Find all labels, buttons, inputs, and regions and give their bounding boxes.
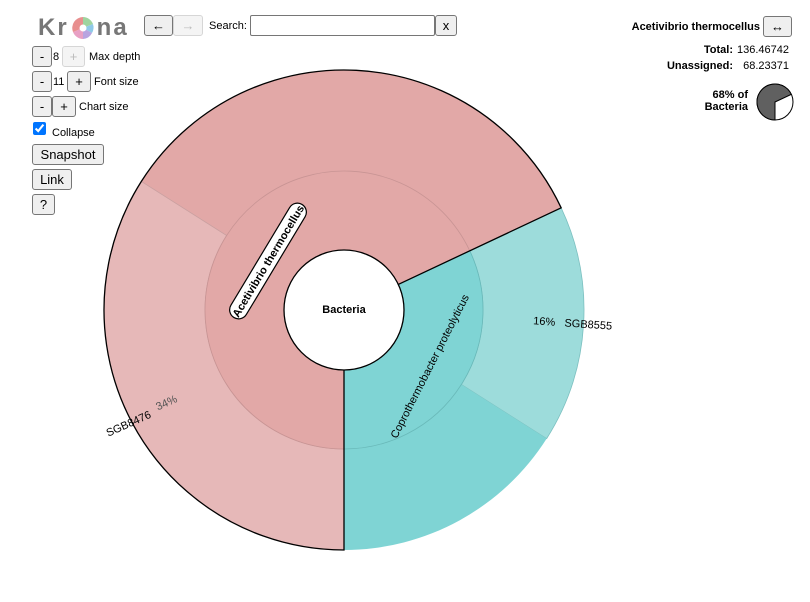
chart-size-label: Chart size bbox=[79, 101, 129, 113]
details-percent-line2: Bacteria bbox=[704, 101, 748, 113]
root-label: Bacteria bbox=[322, 304, 366, 316]
collapse-checkbox[interactable] bbox=[33, 122, 46, 135]
details-percent-pie bbox=[756, 83, 794, 121]
search-label: Search: bbox=[209, 20, 247, 32]
snapshot-button[interactable]: Snapshot bbox=[32, 144, 104, 165]
chart-size-increase-button[interactable]: + bbox=[52, 96, 76, 117]
search-clear-button[interactable]: x bbox=[435, 15, 457, 36]
chart-size-decrease-button[interactable]: - bbox=[32, 96, 52, 117]
max-depth-decrease-button[interactable]: - bbox=[32, 46, 52, 67]
details-unassigned-value: 68.23371 bbox=[743, 60, 789, 72]
max-depth-value: 8 bbox=[53, 51, 60, 63]
link-button[interactable]: Link bbox=[32, 169, 72, 190]
forward-button[interactable]: → bbox=[173, 15, 203, 36]
coprothermobacter-outer-segment[interactable] bbox=[344, 384, 547, 550]
root-center-circle[interactable] bbox=[283, 249, 405, 371]
max-depth-label: Max depth bbox=[89, 51, 141, 63]
sgb8555-percent: 16% bbox=[533, 315, 556, 329]
logo-text-right: na bbox=[96, 14, 129, 41]
acetivibrio-label-badge bbox=[229, 202, 307, 320]
details-name: Acetivibrio thermocellus bbox=[631, 21, 760, 33]
details-unassigned-label: Unassigned: bbox=[666, 60, 733, 72]
swap-button[interactable]: ↔ bbox=[763, 16, 792, 37]
details-total-label: Total: bbox=[703, 44, 733, 56]
max-depth-increase-button[interactable]: + bbox=[62, 46, 85, 67]
acetivibrio-outer-segment[interactable] bbox=[141, 69, 562, 251]
font-size-increase-button[interactable]: + bbox=[67, 71, 91, 92]
details-total-value: 136.46742 bbox=[737, 44, 789, 56]
sgb8555-label: SGB8555 bbox=[564, 317, 612, 332]
font-size-label: Font size bbox=[94, 76, 139, 88]
collapse-label: Collapse bbox=[52, 127, 95, 139]
krona-logo: Kr na bbox=[38, 12, 129, 44]
font-size-value: 11 bbox=[53, 76, 65, 88]
krona-pie-icon bbox=[71, 17, 94, 39]
back-button[interactable]: ← bbox=[144, 15, 173, 36]
search-input[interactable] bbox=[250, 15, 435, 36]
help-button[interactable]: ? bbox=[32, 194, 55, 215]
details-percent-line1: 68% of bbox=[712, 89, 748, 101]
font-size-decrease-button[interactable]: - bbox=[32, 71, 52, 92]
logo-text-left: Kr bbox=[38, 14, 69, 41]
